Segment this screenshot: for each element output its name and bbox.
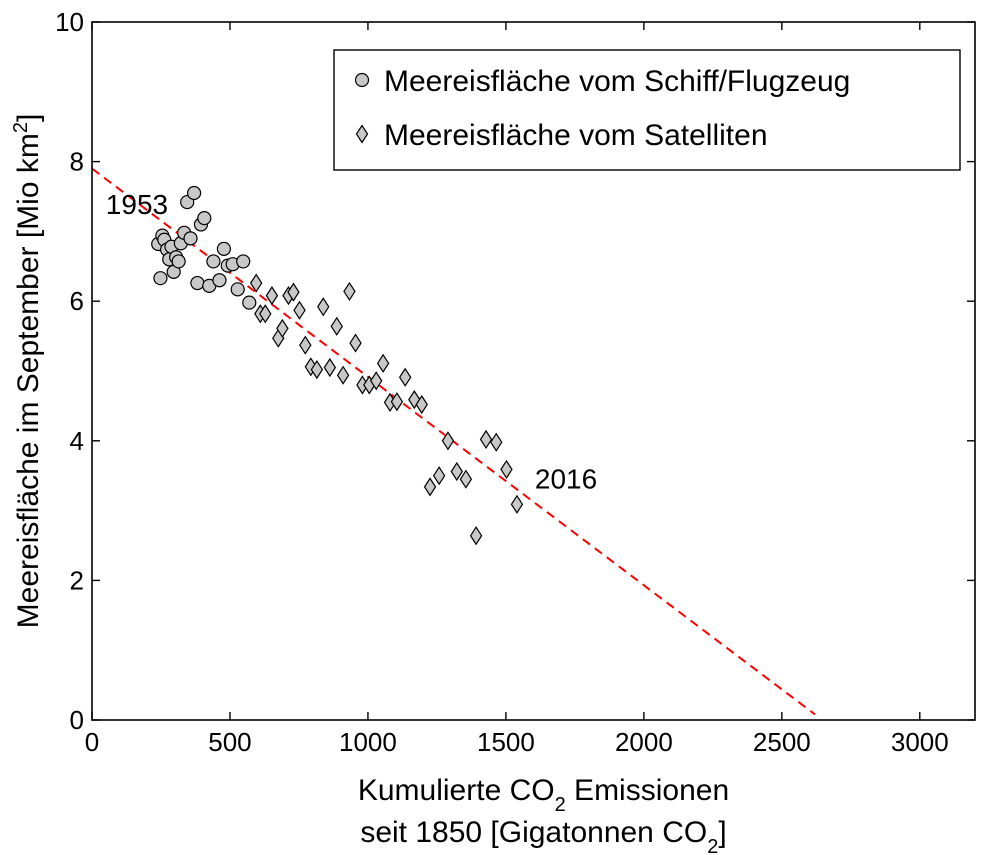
data-point-ship-aircraft [171,254,186,269]
x-tick-label: 3000 [891,727,949,757]
label-part: seit 1850 [Gigatonnen CO [360,816,707,849]
data-point-ship-aircraft [183,231,198,246]
data-point-ship-aircraft [186,185,202,201]
data-point-satellite [370,371,383,391]
plot-area: 1953 2016 [91,167,816,716]
axes: 0 500 1000 1500 2000 2500 3000 0 2 4 6 8 10 Kumuliert… [10,7,976,855]
x-tick-label: 2000 [615,727,673,757]
data-point-satellite [293,300,306,320]
data-point-satellite [376,353,390,373]
data-point-satellite [479,429,493,450]
data-point-ship-aircraft [206,254,221,269]
data-point-ship-aircraft [153,271,168,286]
legend-label: Meereisfläche vom Schiff/Flugzeug [384,65,850,98]
x-tick-label: 2500 [753,727,811,757]
subscript-text: 2 [555,794,566,816]
legend-box [333,49,961,171]
data-point-ship-aircraft [216,241,231,256]
subscript-text: 2 [707,836,718,855]
data-point-satellite [490,432,503,452]
x-tick-label: 500 [208,727,251,757]
data-point-satellite [415,394,428,415]
data-point-satellite [510,494,524,514]
data-point-satellite [450,461,464,482]
x-tick-label: 1000 [339,727,397,757]
y-tick-label: 8 [70,147,84,177]
data-point-ship-aircraft [230,282,245,297]
data-point-ship-aircraft [212,273,227,288]
x-tick-label: 1500 [477,727,535,757]
y-axis-label: Meereisfläche im September [Mio km2] [10,114,45,629]
data-point-satellite [398,367,412,387]
data-point-ship-aircraft [197,211,212,226]
legend-marker-diamond [355,124,369,144]
legend-marker-circle [354,72,370,88]
x-axis-label: Kumulierte CO2 Emissionen [358,774,729,816]
plot-frame [91,21,976,721]
x-tick-label: 0 [85,727,99,757]
label-part: Meereisfläche im September [Mio km [12,133,45,628]
data-point-ship-aircraft [242,295,257,310]
data-point-satellite [276,318,289,339]
legend: Meereisfläche vom Schiff/Flugzeug Meereis… [333,49,961,171]
data-point-satellite [459,469,473,489]
label-part: ] [12,114,45,122]
label-part: Kumulierte CO [358,774,555,807]
data-point-satellite [469,526,483,546]
data-point-satellite [349,333,362,353]
y-tick-label: 6 [70,286,84,316]
data-point-satellite [287,282,300,302]
y-tick-label: 2 [70,565,84,595]
data-point-satellite [500,459,513,480]
data-point-ship-aircraft [190,275,205,291]
y-tick-label: 10 [55,7,84,37]
data-point-satellite [423,477,437,497]
data-point-satellite [390,392,404,412]
y-tick-label: 4 [70,426,84,456]
subscript-text: 2 [10,122,32,133]
data-point-satellite [432,466,446,486]
annotation-year-2016: 2016 [535,463,597,494]
data-point-satellite [330,316,343,336]
data-point-satellite [299,335,312,355]
data-point-satellite [317,297,330,317]
data-point-satellite [265,286,279,306]
annotation-year-1953: 1953 [106,189,168,220]
data-point-ship-aircraft [236,254,251,269]
data-point-satellite [323,357,337,378]
legend-label: Meereisfläche vom Satelliten [384,119,768,152]
x-axis-label-line2: seit 1850 [Gigatonnen CO2] [360,816,726,855]
data-point-satellite [441,431,455,451]
data-point-satellite [249,273,263,293]
data-point-satellite [343,281,356,302]
label-part: ] [718,816,726,849]
data-point-satellite [259,304,272,324]
data-point-satellite [310,359,324,380]
y-tick-label: 0 [70,705,84,735]
data-point-satellite [336,365,350,385]
label-part: Emissionen [566,774,729,807]
